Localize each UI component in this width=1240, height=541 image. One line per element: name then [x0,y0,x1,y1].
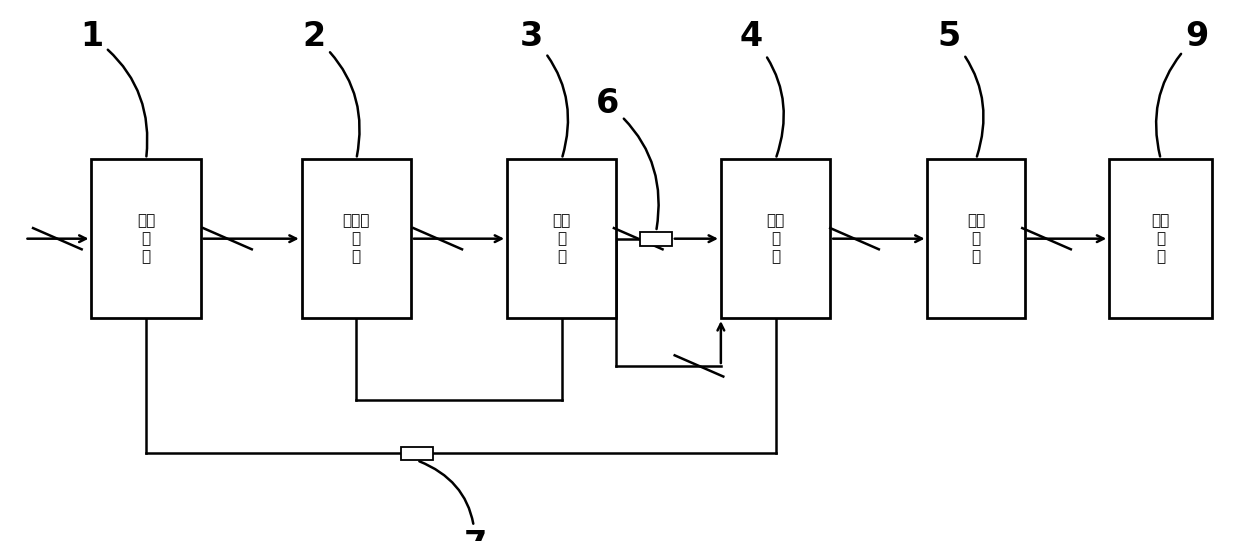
Bar [720,159,831,318]
Text: 静电
单
元: 静电 单 元 [1152,213,1169,264]
Bar [1109,159,1213,318]
Text: 冷却
单
元: 冷却 单 元 [553,213,570,264]
Bar [301,159,410,318]
Text: 5: 5 [937,20,983,156]
Bar [401,446,433,460]
Text: 除尘
单
元: 除尘 单 元 [766,213,785,264]
Text: 9: 9 [1156,20,1209,156]
Text: 2: 2 [303,20,360,156]
Bar [928,159,1024,318]
Text: 预除尘
单
元: 预除尘 单 元 [342,213,370,264]
Text: 7: 7 [419,461,487,541]
Bar [507,159,616,318]
Text: 1: 1 [79,20,148,156]
Text: 馆料
单
元: 馆料 单 元 [136,213,155,264]
Text: 6: 6 [596,88,658,229]
Bar [92,159,201,318]
Text: 风机
单
元: 风机 单 元 [967,213,985,264]
Text: 4: 4 [740,20,784,156]
Text: 3: 3 [520,20,568,156]
Bar [640,232,672,246]
